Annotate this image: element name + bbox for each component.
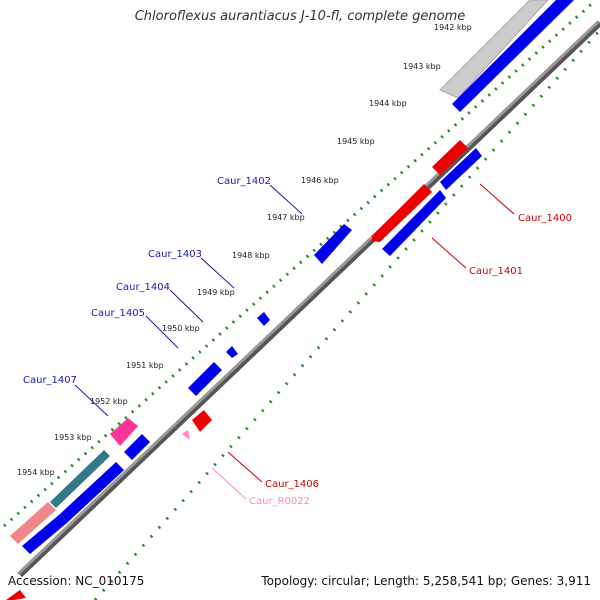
leader-caur1406: [227, 451, 263, 483]
scale-tick-1945: 1945 kbp: [337, 137, 375, 146]
gene-block-blue-b: [22, 514, 68, 554]
scale-tick-1946: 1946 kbp: [301, 176, 339, 185]
scale-tick-1944: 1944 kbp: [369, 99, 407, 108]
gene-caur1400-part1: [432, 140, 468, 175]
gene-block-red-bottom: [6, 590, 26, 600]
genome-backbone: [16, 20, 600, 576]
gene-caur1401-b: [382, 190, 446, 256]
scale-tick-1947: 1947 kbp: [267, 213, 305, 222]
gene-block-blue-a: [60, 462, 124, 522]
leader-caur1405: [145, 315, 179, 349]
gene-label-caur1404: Caur_1404: [116, 282, 170, 293]
scale-tick-1949: 1949 kbp: [197, 288, 235, 297]
gene-caur1401-a: [440, 148, 482, 190]
leader-caur1407: [74, 384, 109, 417]
gene-small-blue-left: [124, 434, 150, 460]
leader-caur1401: [431, 237, 467, 269]
scale-tick-1954: 1954 kbp: [17, 468, 55, 477]
gene-block-pink: [10, 502, 56, 544]
gene-block-grey: [439, 0, 549, 99]
gene-caur1403: [257, 312, 270, 326]
leader-caur1400: [479, 183, 515, 215]
accession-text: Accession: NC_010175: [8, 574, 145, 588]
scale-tick-1948: 1948 kbp: [232, 251, 270, 260]
leader-caur1404: [169, 289, 204, 323]
gene-label-caur1407: Caur_1407: [23, 375, 77, 386]
gene-label-caur1406: Caur_1406: [265, 479, 319, 490]
gene-caur-r0022: [182, 430, 190, 440]
gc-track-upper: [3, 0, 597, 528]
gc-track-lower: [93, 29, 600, 600]
gene-label-caur1400: Caur_1400: [518, 213, 572, 224]
genome-backbone-shadow: [17, 20, 600, 578]
gene-caur1407: [110, 418, 138, 446]
scale-tick-1950: 1950 kbp: [162, 324, 200, 333]
scale-tick-1942: 1942 kbp: [434, 23, 472, 32]
leader-caur1403: [200, 257, 235, 289]
scale-tick-1952: 1952 kbp: [90, 397, 128, 406]
gene-caur1406: [192, 410, 212, 432]
gene-block-blue-top: [452, 0, 574, 112]
gene-block-teal: [50, 450, 110, 508]
gene-label-caur-r0022: Caur_R0022: [249, 496, 310, 507]
scale-tick-1943: 1943 kbp: [403, 62, 441, 71]
leader-caur-r0022: [211, 467, 247, 500]
gene-label-caur1405: Caur_1405: [91, 308, 145, 319]
scale-tick-1951: 1951 kbp: [126, 361, 164, 370]
gene-label-caur1403: Caur_1403: [148, 249, 202, 260]
leader-caur1402: [269, 184, 303, 215]
map-title: Chloroflexus aurantiacus J-10-fl, comple…: [134, 9, 466, 24]
topology-text: Topology: circular; Length: 5,258,541 bp…: [261, 574, 591, 588]
gene-label-caur1401: Caur_1401: [469, 266, 523, 277]
gene-caur1404: [226, 346, 238, 358]
gene-caur1402: [314, 224, 352, 264]
gene-label-caur1402: Caur_1402: [217, 176, 271, 187]
gene-caur1400-part2: [372, 184, 432, 242]
gene-caur1405: [188, 362, 222, 396]
scale-tick-1953: 1953 kbp: [54, 433, 92, 442]
